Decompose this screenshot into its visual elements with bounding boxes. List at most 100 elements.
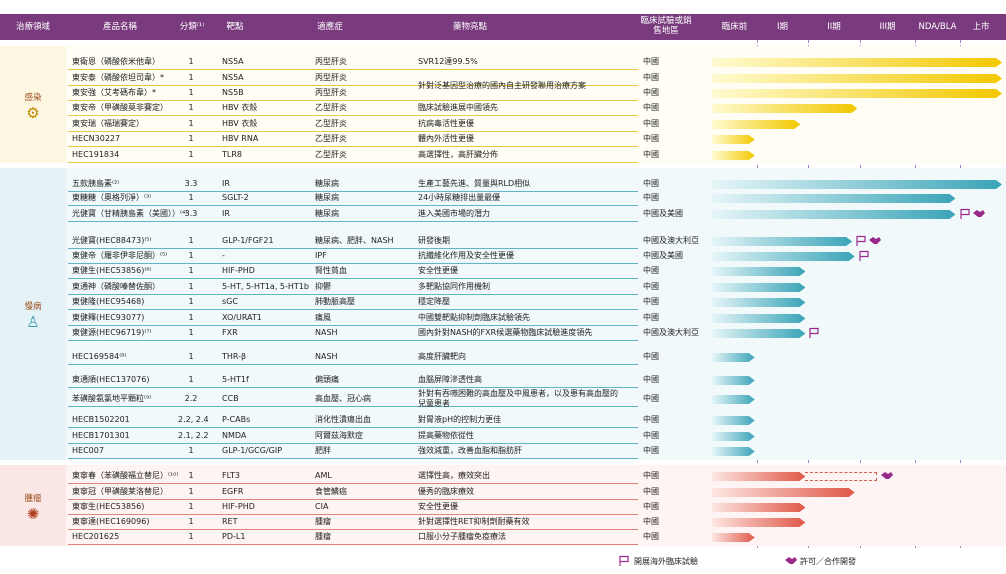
target: HIF-PHD [222,266,255,275]
indication: NASH [315,352,338,361]
product-name: 東健生(HEC53856)⁽⁶⁾ [72,266,152,275]
target: NS5A [222,57,244,66]
area-band [0,465,66,546]
progress-bar [712,194,956,203]
target: GLP-1/FGF21 [222,236,274,245]
row-line [68,162,638,163]
overseas-flag [809,327,820,338]
region: 中國 [643,313,659,322]
indication: 糖尿病 [315,209,339,218]
indication: 丙型肝炎 [315,73,347,82]
region: 中國 [643,415,659,424]
target: CCB [222,394,239,403]
progress-bar [712,314,805,323]
indication: IPF [315,251,327,260]
region: 中國及澳大利亞 [643,328,699,337]
highlight: 安全性更優 [418,266,458,275]
product-class: 1 [188,103,194,112]
progress-bar [712,503,805,512]
indication: CIA [315,502,329,511]
highlight: 穩定降壓 [418,297,450,306]
highlight: 血腦屏障滲透性高 [418,375,482,384]
indication: 糖尿病 [315,193,339,202]
row-line [68,443,638,444]
row-line [68,325,638,326]
target: IR [222,179,230,188]
product-class: 1 [188,446,194,455]
progress-bar [712,267,805,276]
indication: 抑鬱 [315,282,331,291]
product-name: 東寧生(HEC53856) [72,502,145,511]
region: 中國 [643,352,659,361]
target: NS5B [222,88,244,97]
row-line [68,294,638,295]
product-class: 1 [188,88,194,97]
product-class: 2.1, 2.2 [178,431,209,440]
legend-label: 許可／合作開發 [800,557,856,566]
target: THR-β [222,352,247,361]
row-line [68,205,638,206]
row-line [68,69,638,70]
row-line [68,309,638,310]
target: HBV RNA [222,134,259,143]
product-name: 苯磺酸氨氯地平顆粒⁽⁹⁾ [72,394,152,403]
row-line [68,458,638,459]
highlight: 研發後期 [418,236,450,245]
region: 中國 [643,282,659,291]
target: FXR [222,328,238,337]
indication: 高血壓、冠心病 [315,394,371,403]
header-stage: 臨床前 [721,22,748,32]
product-name: 東安帝（甲磺酸莫非賽定） [72,103,168,112]
target: 5-HT1f [222,375,249,384]
license-icon [972,210,985,217]
indication: 丙型肝炎 [315,57,347,66]
product-class: 1 [188,352,194,361]
highlight: 抗病毒活性更優 [418,119,474,128]
product-name: 東寧達(HEC169096) [72,517,150,526]
header-stage: III期 [879,22,896,32]
highlight: 對胃液pH的控制力更佳 [418,415,502,424]
area-name: 慢病 [24,302,42,312]
row-line [68,544,638,545]
target: EGFR [222,487,244,496]
highlight: 高度肝臟靶向 [418,352,466,361]
highlight: 優秀的臨床療效 [418,487,474,496]
product-name: HEC191834 [72,150,120,159]
target: P-CABs [222,415,251,424]
region: 中國 [643,394,659,403]
progress-bar [712,210,956,219]
target: sGC [222,297,238,306]
row-line [68,248,638,249]
target: GLP-1/GCG/GIP [222,446,283,455]
region: 中國 [643,297,659,306]
area-band [0,168,66,460]
region: 中國 [643,487,659,496]
progress-bar [712,283,805,292]
dashed-extension [805,472,878,481]
highlight: 抗纖維化作用及安全性更優 [418,251,514,260]
region: 中國 [643,471,659,480]
highlight: SVR12達99.5% [418,57,478,66]
progress-bar [712,74,1002,83]
progress-bar [712,353,755,362]
header-stage: I期 [776,22,788,32]
product-class: 2.2 [184,394,198,403]
row-line [68,514,638,515]
product-name: 東安泰（磷酸依坦司韋）* [72,73,164,82]
row-line [68,364,638,365]
indication: 肺動脈高壓 [315,297,355,306]
license-icon [880,472,893,479]
header-area: 治療領域 [15,22,50,32]
area-icon: ✺ [26,504,40,523]
progress-bar [712,120,800,129]
indication: 偏頭痛 [315,375,339,384]
row-line [68,85,638,86]
product-class: 1 [188,73,194,82]
target: HBV 衣殼 [222,103,258,112]
region: 中國 [643,532,659,541]
row-line [68,131,638,132]
product-name: HEC007 [72,446,104,455]
progress-bar [712,416,755,425]
highlight: 生產工藝先進、質量與RLD相似 [418,179,531,188]
progress-bar [712,252,855,261]
